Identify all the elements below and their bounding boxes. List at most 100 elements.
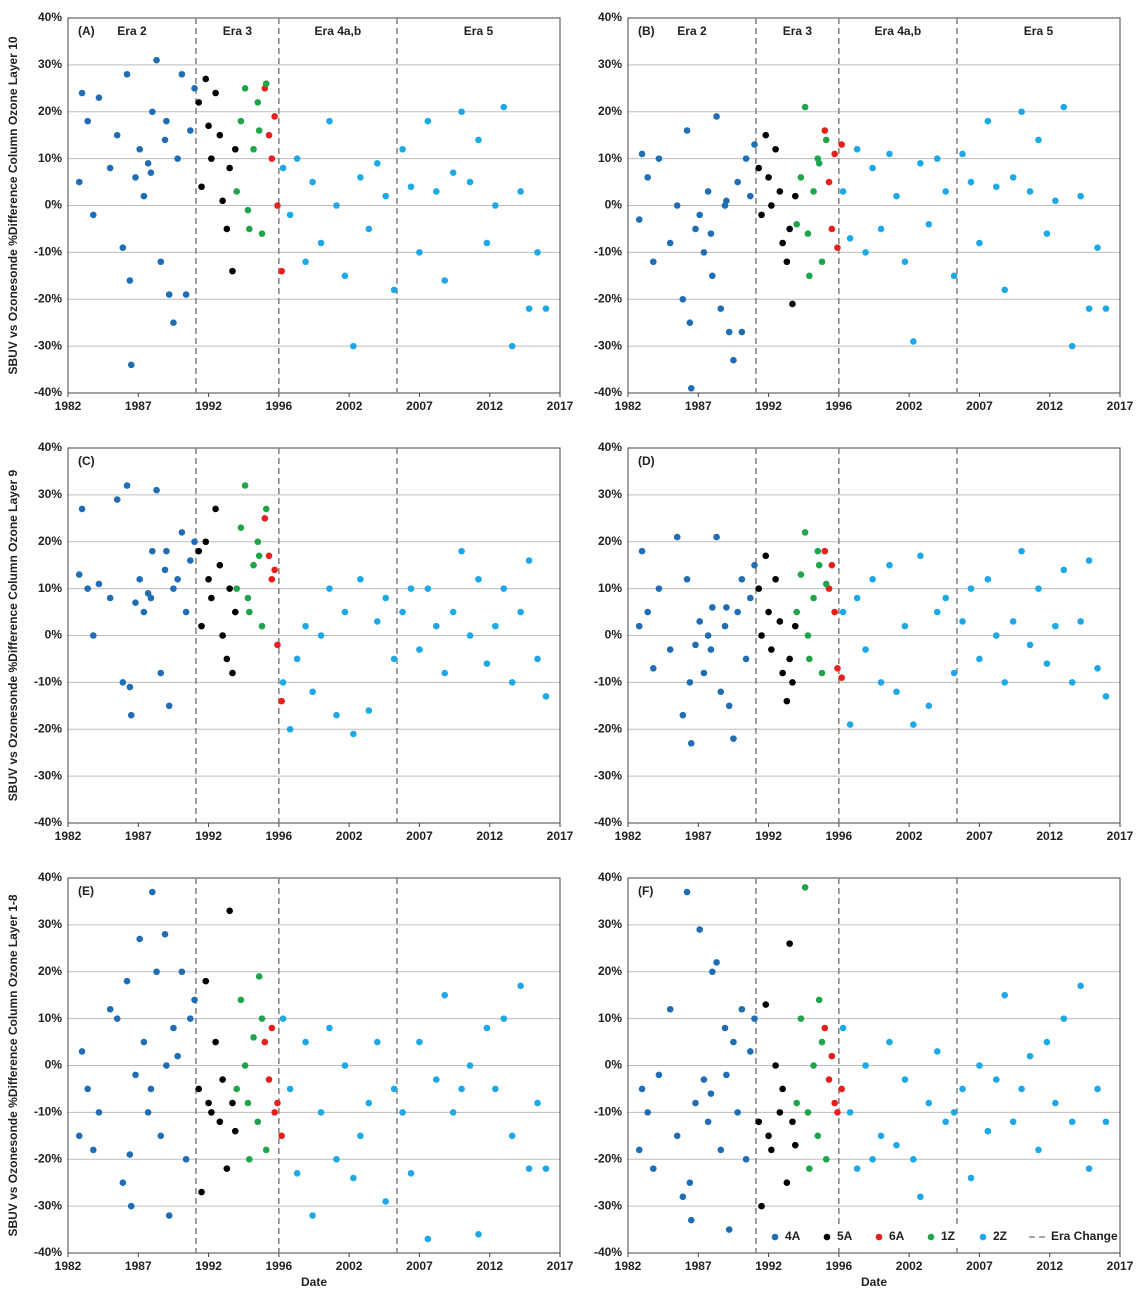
data-point [90, 1146, 97, 1154]
data-point [407, 1170, 415, 1177]
y-tick-label: 20% [38, 534, 62, 548]
data-point [666, 1005, 674, 1013]
data-point [644, 174, 651, 181]
data-point [751, 141, 758, 148]
data-point [1085, 1165, 1093, 1172]
data-point [758, 211, 765, 219]
y-tick-label: -30% [34, 338, 62, 352]
data-point [231, 608, 239, 616]
data-point [212, 89, 219, 97]
y-tick-label: 20% [38, 104, 62, 118]
data-point [1077, 618, 1084, 625]
x-tick-label: 2007 [406, 399, 433, 413]
data-point [738, 1005, 746, 1013]
data-point [810, 594, 817, 602]
data-point [686, 319, 694, 326]
y-tick-label: 20% [598, 964, 622, 978]
legend-box [767, 1227, 1112, 1247]
data-point [174, 155, 181, 162]
data-point [925, 220, 933, 228]
data-point [1077, 982, 1084, 990]
data-point [132, 174, 139, 181]
y-tick-label: 10% [598, 581, 622, 595]
data-point [534, 249, 541, 256]
y-tick-label: 30% [38, 917, 62, 931]
data-point [793, 220, 800, 228]
data-point [959, 150, 966, 158]
data-point [1026, 1052, 1034, 1060]
panel-label: (C) [78, 454, 95, 468]
data-point [679, 711, 687, 719]
data-point [933, 155, 941, 162]
y-tick-label: -20% [594, 291, 622, 305]
data-point [161, 136, 169, 144]
data-point [144, 160, 152, 167]
data-point [261, 1038, 269, 1046]
data-point [136, 575, 143, 583]
data-point [182, 608, 190, 616]
data-point [157, 258, 165, 266]
data-point [241, 1062, 249, 1069]
y-tick-label: 40% [38, 870, 62, 884]
data-point [293, 1170, 301, 1177]
x-tick-label: 2012 [476, 399, 503, 413]
x-tick-label: 2002 [336, 399, 363, 413]
data-point [333, 202, 340, 209]
data-point [942, 594, 949, 602]
data-point [751, 1015, 758, 1022]
x-tick-label: 1987 [685, 1259, 712, 1273]
data-point [202, 538, 210, 546]
data-point [810, 1062, 817, 1069]
data-point [407, 585, 415, 592]
data-point [730, 356, 737, 364]
data-point [738, 575, 746, 583]
data-point [75, 1132, 83, 1140]
data-point [113, 496, 121, 503]
data-point [149, 547, 156, 555]
data-point [246, 608, 253, 616]
data-point [1009, 174, 1017, 181]
legend-marker [875, 1233, 883, 1241]
data-point [265, 1076, 273, 1083]
data-point [205, 575, 212, 583]
data-point [466, 178, 474, 186]
data-point [216, 1118, 224, 1126]
x-tick-label: 2002 [336, 1259, 363, 1273]
data-point [644, 608, 651, 616]
data-point [508, 342, 516, 350]
data-point [893, 688, 900, 696]
data-point [195, 99, 203, 106]
data-point [650, 1165, 657, 1172]
data-point [244, 594, 252, 602]
data-point [542, 305, 550, 312]
data-point [517, 608, 524, 616]
data-point [1068, 679, 1076, 686]
x-tick-label: 1996 [266, 829, 293, 843]
plot-border [67, 447, 561, 824]
data-point [734, 1109, 741, 1116]
data-point [1035, 136, 1042, 144]
data-point [262, 80, 270, 87]
data-point [373, 618, 381, 625]
data-point [492, 622, 499, 630]
data-point [231, 1127, 239, 1135]
x-tick-label: 2002 [896, 399, 923, 413]
data-point [147, 594, 155, 602]
data-point [219, 632, 226, 639]
data-point [814, 547, 822, 555]
data-point [229, 1099, 236, 1107]
data-point [278, 1132, 285, 1140]
data-point [776, 618, 784, 625]
x-tick-label: 1996 [266, 399, 293, 413]
x-tick-label: 1982 [615, 829, 642, 843]
y-tick-label: 0% [45, 628, 63, 642]
y-tick-label: -30% [594, 1198, 622, 1212]
data-point [869, 575, 876, 583]
data-point [666, 239, 674, 247]
data-point [772, 575, 779, 583]
data-point [174, 575, 181, 583]
data-point [1001, 679, 1009, 686]
data-point [382, 594, 389, 602]
data-point [365, 1099, 373, 1107]
data-point [818, 669, 826, 677]
